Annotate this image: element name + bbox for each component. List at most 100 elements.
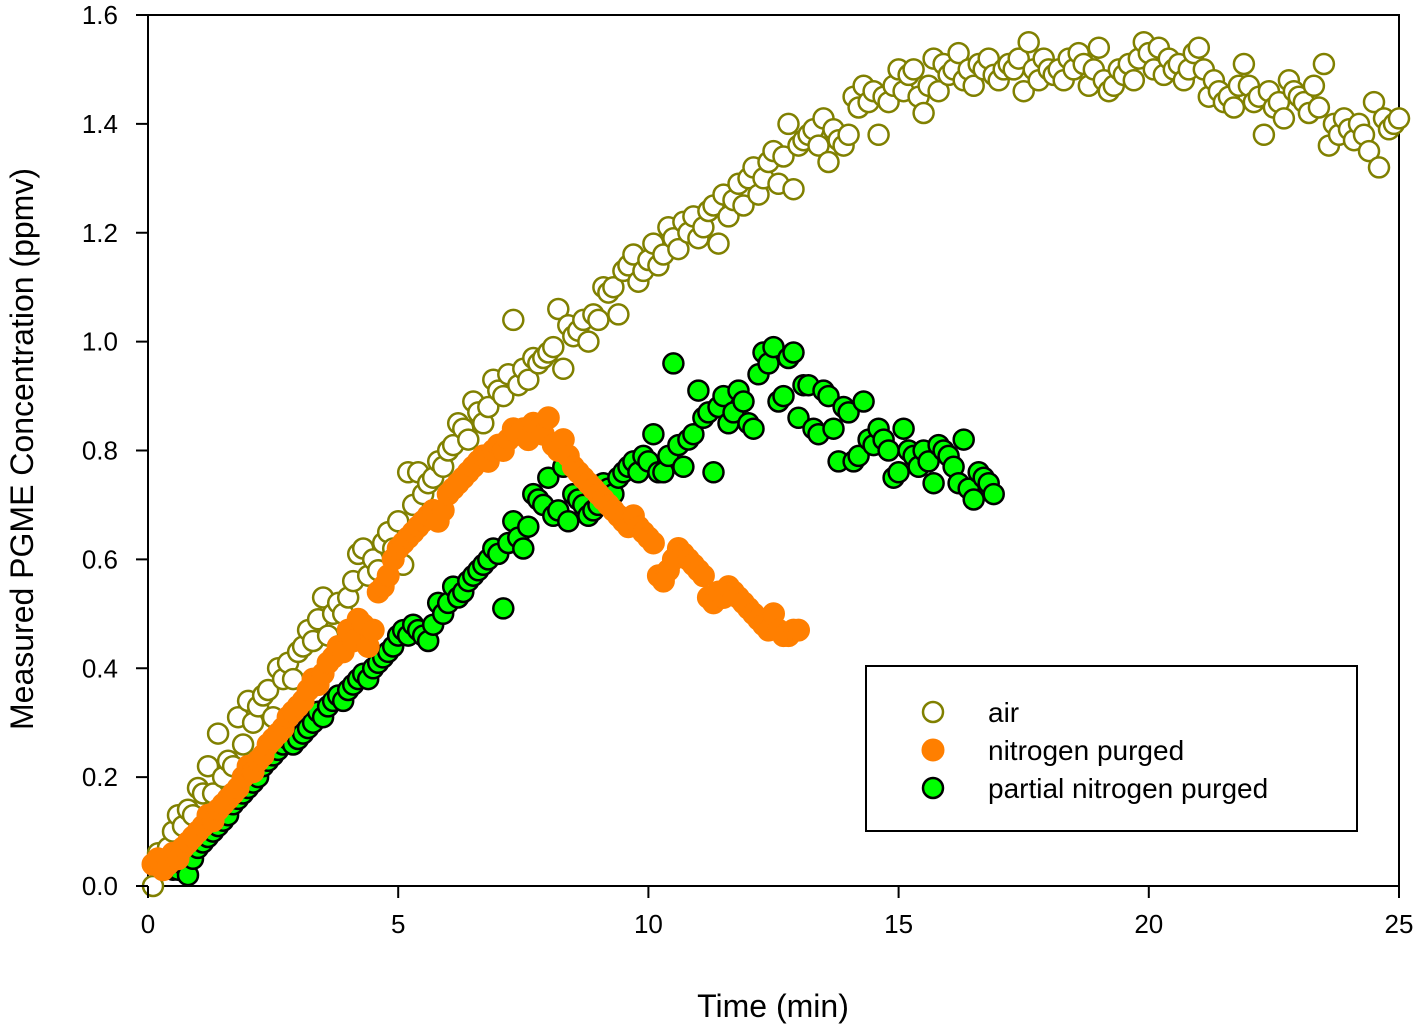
legend-item-nitrogen-purged: nitrogen purged	[921, 735, 1184, 766]
data-point	[1272, 107, 1296, 130]
y-tick-label: 0.2	[82, 762, 118, 792]
data-point	[847, 444, 870, 468]
legend-marker-nitrogen-purged-icon	[921, 738, 945, 762]
data-point	[777, 112, 800, 136]
data-point	[702, 461, 725, 484]
data-point	[477, 395, 500, 419]
data-point	[672, 455, 695, 479]
x-tick-label: 15	[884, 909, 913, 939]
y-axis-title: Measured PGME Concentration (ppmv)	[4, 168, 40, 730]
data-point	[822, 417, 845, 440]
x-axis: 0 5 10 15 20 25	[141, 886, 1414, 939]
data-point	[1307, 96, 1331, 119]
legend: air nitrogen purged partial nitrogen pur…	[865, 665, 1358, 832]
data-point	[231, 733, 255, 756]
data-point	[1232, 52, 1256, 76]
legend-label-air: air	[988, 697, 1019, 728]
data-point	[962, 488, 985, 511]
data-point	[1312, 52, 1336, 76]
data-point	[517, 515, 540, 538]
data-point	[742, 417, 765, 440]
data-point	[537, 466, 560, 489]
data-point	[922, 471, 945, 495]
data-point	[517, 368, 540, 391]
y-tick-label: 0.4	[82, 653, 118, 683]
legend-item-partial-nitrogen-purged: partial nitrogen purged	[921, 773, 1268, 804]
data-point	[512, 537, 535, 560]
y-axis: 0.0 0.2 0.4 0.6 0.8 1.0 1.2 1.4 1.6	[82, 0, 148, 901]
data-point	[1367, 156, 1391, 179]
data-point	[962, 74, 985, 98]
legend-label-nitrogen-purged: nitrogen purged	[988, 735, 1184, 766]
data-point	[877, 439, 900, 462]
data-point	[807, 134, 830, 157]
data-point	[682, 422, 705, 446]
data-point	[787, 618, 810, 642]
data-point	[952, 428, 975, 451]
data-point	[927, 79, 950, 103]
plot-area	[141, 14, 1411, 898]
legend-label-partial-nitrogen-purged: partial nitrogen purged	[988, 773, 1268, 804]
data-point	[772, 145, 795, 168]
data-point	[867, 123, 890, 147]
data-point	[577, 330, 600, 353]
y-tick-label: 1.2	[82, 218, 118, 248]
data-point	[552, 357, 575, 381]
data-point	[1357, 139, 1381, 163]
data-point	[196, 754, 220, 778]
y-tick-label: 1.4	[82, 109, 118, 139]
data-point	[772, 384, 795, 408]
data-point	[732, 390, 755, 413]
y-tick-label: 0.8	[82, 436, 118, 466]
x-tick-label: 25	[1385, 909, 1414, 939]
data-point	[782, 341, 805, 364]
data-point	[492, 384, 515, 408]
legend-box	[865, 665, 1358, 832]
data-point	[887, 461, 910, 484]
legend-marker-air-icon	[921, 700, 945, 724]
data-point	[817, 150, 840, 174]
y-tick-label: 1.0	[82, 327, 118, 357]
data-point	[707, 232, 730, 255]
data-point	[1252, 123, 1276, 147]
x-tick-label: 20	[1134, 909, 1163, 939]
legend-marker-partial-nitrogen-purged-icon	[921, 776, 945, 800]
data-point	[1087, 36, 1111, 59]
data-point	[602, 275, 625, 299]
x-tick-label: 0	[141, 909, 155, 939]
data-point	[687, 379, 710, 402]
data-point	[917, 450, 940, 473]
data-point	[457, 428, 480, 451]
data-point	[662, 352, 685, 375]
data-point	[982, 482, 1005, 506]
data-point	[732, 194, 755, 217]
data-point	[542, 335, 565, 359]
y-tick-label: 0.6	[82, 544, 118, 574]
data-point	[1387, 107, 1411, 130]
data-point	[502, 308, 525, 332]
series-nitrogen-purged	[141, 406, 810, 882]
data-point	[1187, 36, 1211, 59]
data-point	[762, 335, 785, 359]
data-point	[557, 510, 580, 533]
legend-item-air: air	[921, 697, 1019, 728]
x-tick-label: 5	[391, 909, 405, 939]
data-point	[837, 401, 860, 424]
data-point	[547, 297, 570, 321]
data-point	[642, 422, 665, 446]
y-tick-label: 1.6	[82, 0, 118, 30]
x-axis-title: Time (min)	[697, 988, 849, 1024]
data-point	[1362, 90, 1386, 114]
data-point	[817, 384, 840, 408]
x-tick-label: 10	[634, 909, 663, 939]
data-point	[641, 531, 665, 555]
data-point	[852, 390, 875, 413]
data-point	[256, 678, 280, 702]
data-point	[947, 41, 970, 65]
data-point	[902, 58, 925, 81]
data-point	[206, 722, 230, 745]
data-point	[912, 101, 935, 125]
data-point	[536, 406, 560, 430]
data-point	[1122, 69, 1146, 92]
